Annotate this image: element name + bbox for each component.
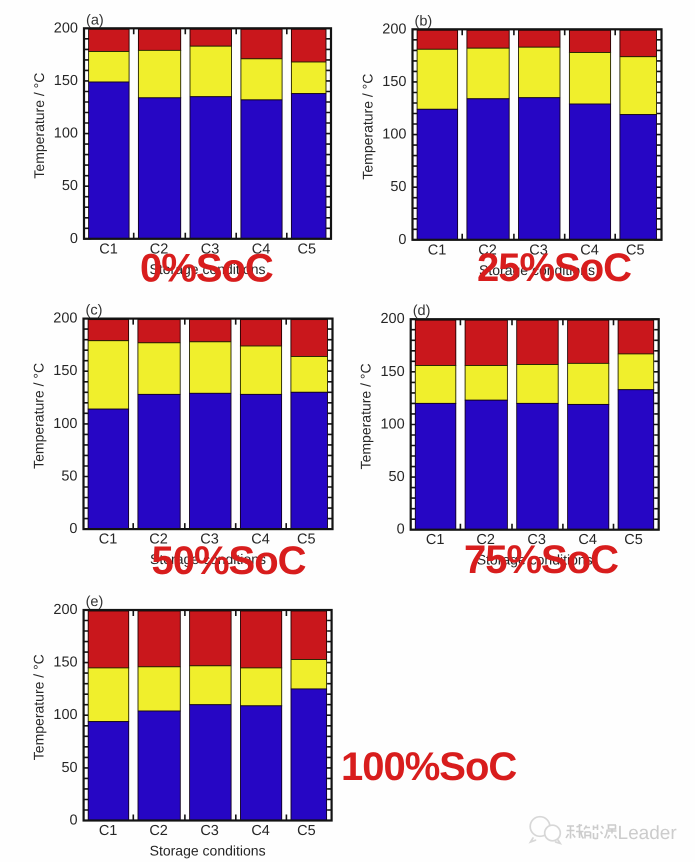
svg-text:50: 50 — [61, 469, 77, 485]
svg-text:(b): (b) — [415, 13, 433, 29]
svg-text:100%SoC: 100%SoC — [341, 745, 516, 789]
svg-text:(e): (e) — [86, 594, 104, 610]
svg-text:100: 100 — [53, 416, 77, 432]
svg-text:C2: C2 — [149, 532, 168, 548]
svg-text:25%SoC: 25%SoC — [477, 246, 631, 290]
svg-text:C2: C2 — [150, 241, 169, 257]
svg-text:C2: C2 — [149, 823, 168, 839]
svg-text:50: 50 — [390, 179, 406, 195]
svg-text:200: 200 — [380, 311, 404, 327]
svg-text:C4: C4 — [251, 532, 270, 548]
svg-text:50: 50 — [389, 469, 405, 485]
svg-text:C3: C3 — [200, 823, 219, 839]
svg-text:0: 0 — [70, 231, 78, 247]
svg-text:Storage conditions: Storage conditions — [479, 262, 595, 278]
svg-text:200: 200 — [53, 602, 77, 618]
svg-text:C4: C4 — [578, 532, 597, 548]
svg-text:200: 200 — [382, 21, 406, 37]
svg-text:100: 100 — [382, 127, 406, 143]
svg-text:(a): (a) — [86, 12, 104, 28]
svg-text:0: 0 — [398, 232, 406, 248]
svg-text:C1: C1 — [428, 242, 447, 258]
svg-text:C4: C4 — [251, 823, 270, 839]
svg-text:Temperature / °C: Temperature / °C — [31, 363, 47, 469]
svg-text:Leader: Leader — [618, 823, 678, 844]
svg-text:C3: C3 — [529, 242, 548, 258]
svg-text:150: 150 — [54, 73, 78, 89]
svg-text:Storage conditions: Storage conditions — [150, 551, 266, 567]
svg-text:75%SoC: 75%SoC — [464, 538, 618, 582]
svg-text:C1: C1 — [99, 823, 118, 839]
svg-text:Storage conditions: Storage conditions — [477, 552, 593, 568]
svg-text:200: 200 — [53, 311, 77, 327]
svg-text:150: 150 — [53, 363, 77, 379]
svg-text:C3: C3 — [201, 241, 220, 257]
svg-text:Temperature / °C: Temperature / °C — [358, 363, 374, 469]
svg-text:Temperature / °C: Temperature / °C — [31, 73, 47, 179]
svg-text:150: 150 — [53, 655, 77, 671]
svg-text:100: 100 — [380, 417, 404, 433]
svg-text:0: 0 — [70, 813, 78, 829]
svg-text:C1: C1 — [99, 532, 118, 548]
svg-text:150: 150 — [382, 74, 406, 90]
svg-text:50%SoC: 50%SoC — [152, 539, 306, 583]
svg-text:C3: C3 — [527, 532, 546, 548]
svg-text:C5: C5 — [297, 532, 316, 548]
svg-text:C5: C5 — [624, 532, 643, 548]
svg-text:C1: C1 — [426, 532, 445, 548]
svg-text:C5: C5 — [298, 241, 317, 257]
svg-text:100: 100 — [54, 126, 78, 142]
svg-text:C4: C4 — [252, 241, 271, 257]
svg-text:0: 0 — [397, 522, 405, 538]
svg-text:C3: C3 — [200, 532, 219, 548]
svg-text:(c): (c) — [86, 303, 103, 319]
svg-text:0%SoC: 0%SoC — [140, 247, 273, 291]
svg-text:C5: C5 — [297, 823, 316, 839]
svg-text:C1: C1 — [99, 241, 118, 257]
svg-text:50: 50 — [61, 760, 77, 776]
svg-text:100: 100 — [53, 707, 77, 723]
svg-text:C5: C5 — [626, 242, 645, 258]
svg-text:Temperature / °C: Temperature / °C — [360, 74, 376, 180]
svg-text:Storage conditions: Storage conditions — [150, 843, 266, 859]
svg-text:C4: C4 — [580, 242, 599, 258]
svg-text:0: 0 — [69, 521, 77, 537]
svg-text:50: 50 — [62, 178, 78, 194]
svg-text:150: 150 — [380, 364, 404, 380]
svg-text:(d): (d) — [413, 303, 431, 319]
svg-text:Temperature / °C: Temperature / °C — [31, 654, 47, 760]
svg-text:C2: C2 — [478, 242, 497, 258]
svg-text:Storage conditions: Storage conditions — [150, 261, 266, 277]
svg-text:C2: C2 — [476, 532, 495, 548]
svg-text:200: 200 — [54, 20, 78, 36]
